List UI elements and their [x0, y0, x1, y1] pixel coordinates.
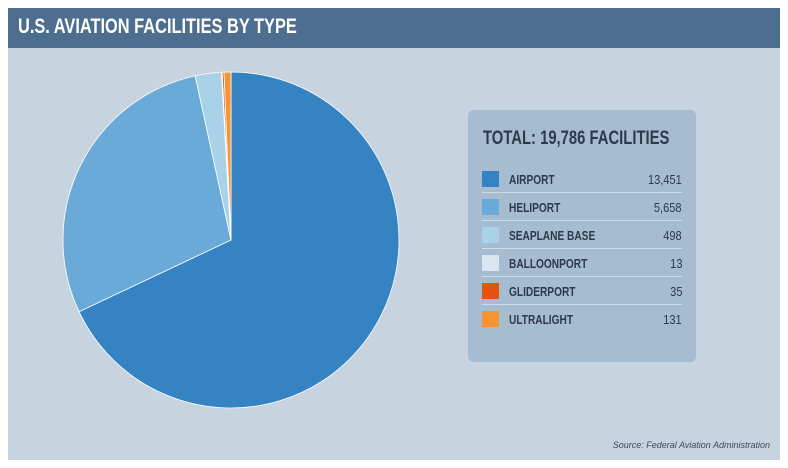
header-bar: U.S. AVIATION FACILITIES BY TYPE: [8, 8, 780, 48]
pie-slice-airport: [78, 71, 400, 409]
legend-swatch-gliderport: [482, 283, 499, 299]
chart-title: U.S. AVIATION FACILITIES BY TYPE: [18, 15, 297, 38]
legend-label-airport: AIRPORT: [509, 172, 555, 187]
pie-chart: [62, 71, 400, 409]
legend-swatch-balloonport: [482, 255, 499, 271]
legend-label-gliderport: GLIDERPORT: [509, 284, 576, 299]
legend-value-gliderport: 35: [669, 284, 682, 299]
legend-swatch-ultralight: [482, 311, 499, 327]
legend-total: TOTAL: 19,786 FACILITIES: [483, 128, 670, 149]
pie-slice-ultralight: [223, 71, 232, 241]
legend-label-heliport: HELIPORT: [509, 200, 561, 215]
legend-row-seaplane-base: SEAPLANE BASE 498: [482, 222, 682, 249]
legend-swatch-heliport: [482, 199, 499, 215]
legend-row-ultralight: ULTRALIGHT 131: [482, 306, 682, 332]
legend-label-seaplane-base: SEAPLANE BASE: [509, 228, 596, 243]
legend-row-airport: AIRPORT 13,451: [482, 166, 682, 193]
chart-frame: U.S. AVIATION FACILITIES BY TYPE TOTAL: …: [8, 8, 780, 460]
legend-label-ultralight: ULTRALIGHT: [509, 312, 574, 327]
source-note: Source: Federal Aviation Administration: [612, 440, 770, 450]
legend-row-heliport: HELIPORT 5,658: [482, 194, 682, 221]
legend-value-airport: 13,451: [648, 172, 682, 187]
legend-label-balloonport: BALLOONPORT: [509, 256, 588, 271]
legend-value-ultralight: 131: [663, 312, 682, 327]
legend-value-balloonport: 13: [669, 256, 682, 271]
legend-swatch-airport: [482, 171, 499, 187]
legend-value-seaplane-base: 498: [663, 228, 682, 243]
pie-slice-heliport: [62, 75, 232, 313]
legend-row-gliderport: GLIDERPORT 35: [482, 278, 682, 305]
legend-row-balloonport: BALLOONPORT 13: [482, 250, 682, 277]
legend-value-heliport: 5,658: [654, 200, 682, 215]
legend: TOTAL: 19,786 FACILITIES AIRPORT 13,451 …: [468, 110, 696, 362]
legend-swatch-seaplane-base: [482, 227, 499, 243]
